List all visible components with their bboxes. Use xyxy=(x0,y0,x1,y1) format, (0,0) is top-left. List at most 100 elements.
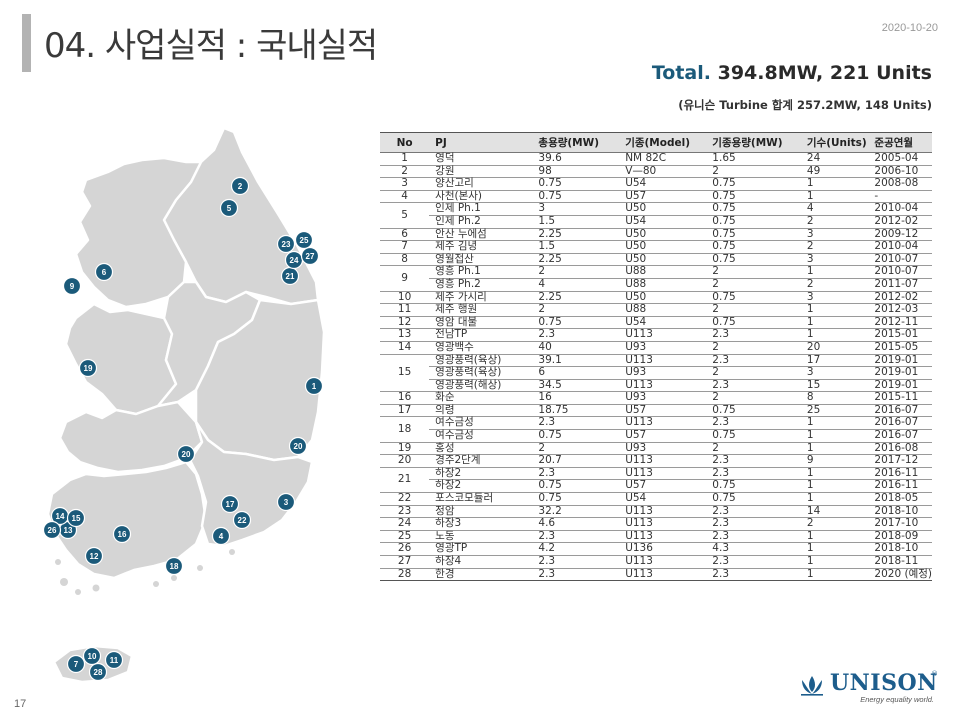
map-marker-label: 23 xyxy=(282,240,291,249)
table-row: 2 강원 98 V—80 2 49 2006-10 xyxy=(380,165,932,179)
cell-no: 3 xyxy=(380,178,430,191)
map-marker-dot xyxy=(304,376,324,396)
cell-total-capacity: 0.75 xyxy=(532,492,620,506)
cell-unit-capacity: 2.3 xyxy=(706,329,801,342)
cell-no: 22 xyxy=(380,492,430,506)
map-marker-label: 26 xyxy=(48,526,57,535)
map-marker-dot xyxy=(219,198,239,218)
cell-units: 1 xyxy=(800,329,869,342)
cell-unit-capacity: 2 xyxy=(706,304,801,317)
map-marker: 6 xyxy=(94,262,114,282)
cell-units: 1 xyxy=(800,316,869,330)
cell-model: U57 xyxy=(619,480,707,494)
cell-units: 20 xyxy=(800,341,869,355)
cell-model: U54 xyxy=(619,316,707,330)
cell-total-capacity: 2.3 xyxy=(532,329,620,342)
map-marker-label: 6 xyxy=(102,268,107,277)
cell-units: 1 xyxy=(800,555,869,569)
cell-units: 4 xyxy=(800,203,869,216)
cell-completion: 2016-07 xyxy=(868,429,932,443)
cell-model: U50 xyxy=(619,291,707,305)
table-row: 12 영암 대불 0.75 U54 0.75 1 2012-11 xyxy=(380,316,932,330)
cell-unit-capacity: 2 xyxy=(706,165,801,179)
cell-completion: 2012-11 xyxy=(868,316,932,330)
cell-model: U50 xyxy=(619,253,707,267)
cell-no: 11 xyxy=(380,304,430,317)
cell-model: U54 xyxy=(619,215,707,229)
cell-project: 하장3 xyxy=(429,518,533,531)
cell-unit-capacity: 0.75 xyxy=(706,241,801,254)
table-row: 영흥 Ph.2 4 U88 2 2 2011-07 xyxy=(380,278,932,292)
cell-project: 의령 xyxy=(429,404,533,418)
map-marker-dot xyxy=(300,246,320,266)
cell-model: U54 xyxy=(619,492,707,506)
cell-units: 3 xyxy=(800,366,869,380)
map-marker-label: 3 xyxy=(284,498,289,507)
cell-completion: 2006-10 xyxy=(868,165,932,179)
map-marker: 12 xyxy=(84,546,104,566)
table-row: 11 제주 행원 2 U88 2 1 2012-03 xyxy=(380,304,932,317)
map-marker: 16 xyxy=(112,524,132,544)
table-row: 22 포스코모듈러 0.75 U54 0.75 1 2018-05 xyxy=(380,492,932,506)
cell-completion: - xyxy=(868,190,932,204)
region-jeonnam xyxy=(46,460,208,580)
cell-unit-capacity: 0.75 xyxy=(706,253,801,267)
map-marker: 25 xyxy=(294,230,314,250)
cell-model: U57 xyxy=(619,190,707,204)
cell-project: 하장2 xyxy=(429,467,533,481)
cell-project: 제주 행원 xyxy=(429,304,533,317)
table-row: 여수금성 0.75 U57 0.75 1 2016-07 xyxy=(380,429,932,443)
cell-units: 2 xyxy=(800,241,869,254)
cell-model: U57 xyxy=(619,429,707,443)
cell-model: U88 xyxy=(619,278,707,292)
table-row: 4 사천(본사) 0.75 U57 0.75 1- xyxy=(380,190,932,204)
map-marker-dot xyxy=(294,230,314,250)
cell-completion: 2020 (예정) xyxy=(868,568,932,582)
cell-total-capacity: 4 xyxy=(532,278,620,292)
cell-completion: 2017-12 xyxy=(868,455,932,468)
table-row: 5 인제 Ph.1 3 U50 0.75 4 2010-04 xyxy=(380,203,932,229)
cell-completion: 2015-05 xyxy=(868,341,932,355)
map-marker: 1 xyxy=(304,376,324,396)
cell-total-capacity: 18.75 xyxy=(532,404,620,418)
page-number: 17 xyxy=(14,698,27,710)
cell-project: 영광풍력(육상) xyxy=(429,366,533,380)
map-marker-label: 10 xyxy=(88,652,97,661)
cell-no: 13 xyxy=(380,329,430,342)
cell-total-capacity: 2.3 xyxy=(532,568,620,582)
map-marker-label: 2 xyxy=(238,182,243,191)
cell-unit-capacity: 2.3 xyxy=(706,505,801,519)
cell-unit-capacity: 0.75 xyxy=(706,316,801,330)
table-row: 27 하장4 2.3 U113 2.3 1 2018-11 xyxy=(380,555,932,569)
cell-units: 1 xyxy=(800,492,869,506)
cell-project: 영광백수 xyxy=(429,341,533,355)
cell-units: 1 xyxy=(800,266,869,279)
unison-subtotal: (유니슨 Turbine 합계 257.2MW, 148 Units) xyxy=(678,98,932,112)
cell-completion: 2012-02 xyxy=(868,215,932,229)
cell-total-capacity: 0.75 xyxy=(532,178,620,191)
cell-units: 1 xyxy=(800,442,869,456)
cell-project: 강원 xyxy=(429,165,533,179)
map-marker: 21 xyxy=(280,266,300,286)
cell-units: 1 xyxy=(800,417,869,431)
cell-completion: 2018-11 xyxy=(868,555,932,569)
table-row: 인제 Ph.2 1.5 U54 0.75 2 2012-02 xyxy=(380,215,932,229)
cell-completion: 2016-11 xyxy=(868,480,932,494)
cell-unit-capacity: 0.75 xyxy=(706,480,801,494)
cell-completion: 2012-02 xyxy=(868,291,932,305)
map-marker-dot xyxy=(112,524,132,544)
cell-no: 27 xyxy=(380,555,430,569)
map-marker: 9 xyxy=(62,276,82,296)
cell-project: 양산고리 xyxy=(429,178,533,191)
cell-project: 영흥 Ph.2 xyxy=(429,278,533,292)
cell-total-capacity: 6 xyxy=(532,366,620,380)
cell-completion: 2010-04 xyxy=(868,241,932,254)
cell-project: 안산 누에섬 xyxy=(429,228,533,242)
cell-no: 4 xyxy=(380,190,430,204)
map-marker-label: 16 xyxy=(118,530,127,539)
cell-units: 14 xyxy=(800,505,869,519)
logo-text: UNISON xyxy=(830,670,938,696)
table-row: 하장2 0.75 U57 0.75 1 2016-11 xyxy=(380,480,932,494)
map-marker-label: 13 xyxy=(64,526,73,535)
